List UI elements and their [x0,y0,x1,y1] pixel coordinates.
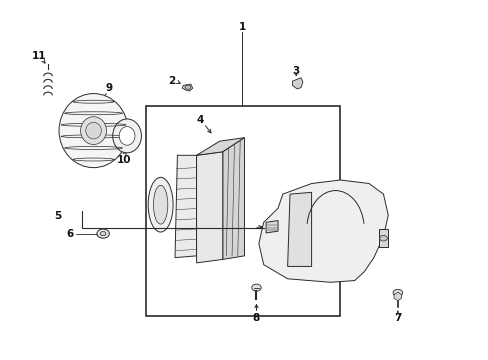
Circle shape [97,229,109,238]
Polygon shape [292,78,303,89]
Polygon shape [223,138,244,259]
Polygon shape [196,152,223,263]
Polygon shape [182,84,192,91]
Text: 7: 7 [393,313,401,323]
Polygon shape [196,138,244,155]
Text: 11: 11 [32,51,46,61]
Circle shape [251,284,261,291]
Text: 6: 6 [66,229,73,239]
Circle shape [379,235,386,241]
Polygon shape [378,229,387,247]
Ellipse shape [153,185,167,224]
Ellipse shape [119,127,135,145]
Circle shape [392,289,402,296]
Text: 10: 10 [116,154,131,165]
Ellipse shape [81,117,106,144]
Ellipse shape [148,177,173,232]
Text: 9: 9 [105,82,113,93]
Ellipse shape [85,122,101,139]
Text: 5: 5 [54,211,61,221]
Text: 3: 3 [292,66,299,76]
Polygon shape [175,155,196,258]
Bar [146,106,340,316]
Ellipse shape [112,119,141,153]
Text: 1: 1 [238,22,245,32]
Ellipse shape [59,94,128,168]
Polygon shape [287,192,311,266]
Polygon shape [258,180,387,282]
Polygon shape [393,292,401,301]
Text: 8: 8 [252,312,260,323]
Text: 4: 4 [196,115,203,125]
Circle shape [100,231,106,236]
Polygon shape [265,221,278,233]
Circle shape [184,85,190,89]
Text: 2: 2 [168,76,175,86]
